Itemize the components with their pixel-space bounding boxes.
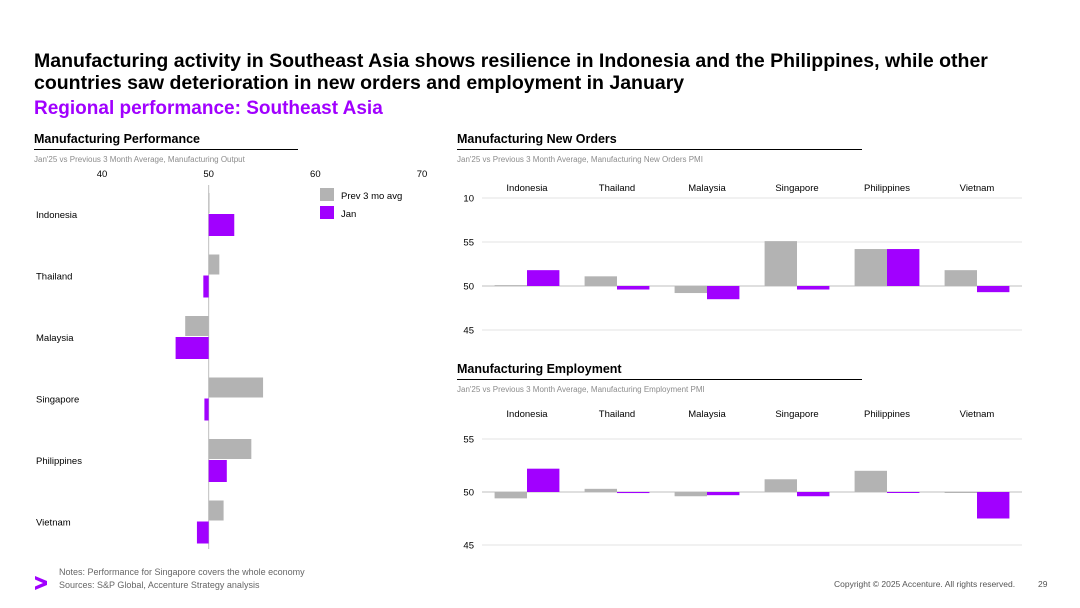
category-label: Indonesia: [506, 409, 548, 420]
bar-jan-philippines: [208, 460, 227, 482]
x-tick-label: 60: [310, 169, 321, 180]
bar-prev-philippines: [208, 439, 252, 459]
bar-jan-singapore: [204, 398, 209, 421]
bar-jan-philippines: [887, 492, 920, 493]
bar-prev-malaysia: [185, 316, 209, 336]
bar-jan-philippines: [887, 249, 920, 286]
bar-prev-thailand: [584, 276, 617, 286]
category-label: Singapore: [775, 409, 818, 420]
y-tick-label: 55: [463, 435, 474, 446]
x-tick-label: 40: [97, 169, 108, 180]
category-label: Malaysia: [36, 333, 74, 344]
bar-jan-singapore: [797, 492, 830, 497]
bar-prev-singapore: [764, 479, 797, 492]
category-label: Indonesia: [36, 210, 78, 221]
accenture-logo-icon: [35, 576, 47, 590]
y-tick-label: 45: [463, 326, 474, 337]
x-tick-label: 50: [203, 169, 214, 180]
bar-prev-indonesia: [208, 193, 210, 213]
bar-jan-vietnam: [977, 492, 1010, 519]
bar-jan-thailand: [203, 275, 209, 298]
bar-jan-indonesia: [527, 468, 560, 492]
bar-prev-thailand: [208, 254, 220, 275]
employment-chart-title: Manufacturing Employment: [457, 362, 622, 376]
page-title: Manufacturing activity in Southeast Asia…: [34, 50, 988, 94]
bar-jan-malaysia: [707, 286, 740, 300]
bar-prev-thailand: [584, 488, 617, 492]
bar-prev-philippines: [854, 470, 887, 492]
bar-jan-thailand: [617, 286, 650, 290]
legend-label-prev: Prev 3 mo avg: [341, 191, 402, 202]
performance-chart-subtitle: Jan'25 vs Previous 3 Month Average, Manu…: [34, 155, 245, 164]
bar-prev-singapore: [764, 241, 797, 286]
category-label: Philippines: [864, 183, 910, 194]
bar-prev-indonesia: [494, 492, 527, 499]
bar-prev-malaysia: [674, 286, 707, 294]
y-tick-label: 55: [463, 238, 474, 249]
y-tick-label: 50: [463, 282, 474, 293]
category-label: Philippines: [36, 456, 82, 467]
bar-prev-indonesia: [494, 285, 527, 287]
new-orders-chart-title: Manufacturing New Orders: [457, 132, 617, 146]
sources-line: Sources: S&P Global, Accenture Strategy …: [59, 580, 260, 590]
bar-prev-singapore: [208, 377, 264, 398]
bar-jan-singapore: [797, 286, 830, 290]
page-subtitle: Regional performance: Southeast Asia: [34, 98, 383, 119]
bar-jan-thailand: [617, 492, 650, 494]
category-label: Vietnam: [960, 409, 995, 420]
bar-jan-malaysia: [175, 337, 209, 359]
new-orders-chart-subtitle: Jan'25 vs Previous 3 Month Average, Manu…: [457, 155, 703, 164]
legend-label-jan: Jan: [341, 209, 356, 220]
y-tick-label: 45: [463, 541, 474, 552]
employment-chart-subtitle: Jan'25 vs Previous 3 Month Average, Manu…: [457, 385, 705, 394]
category-label: Singapore: [775, 183, 818, 194]
x-tick-label: 70: [417, 169, 428, 180]
category-label: Indonesia: [506, 183, 548, 194]
category-label: Vietnam: [36, 518, 71, 529]
performance-title-rule: [34, 149, 298, 150]
category-label: Philippines: [864, 409, 910, 420]
copyright: Copyright © 2025 Accenture. All rights r…: [834, 579, 1016, 589]
notes-line: Notes: Performance for Singapore covers …: [59, 567, 305, 577]
y-tick-label-top: 10: [463, 194, 474, 205]
page-number: 29: [1038, 579, 1048, 589]
bar-prev-vietnam: [208, 500, 224, 521]
notes: Notes: Performance for Singapore covers …: [59, 566, 305, 592]
legend-swatch-jan: [320, 206, 334, 219]
y-tick-label: 50: [463, 488, 474, 499]
category-label: Malaysia: [688, 183, 726, 194]
legend-swatch-prev: [320, 188, 334, 201]
new-orders-title-rule: [457, 149, 862, 150]
performance-chart-title: Manufacturing Performance: [34, 132, 201, 146]
category-label: Malaysia: [688, 409, 726, 420]
bar-jan-indonesia: [208, 214, 235, 236]
category-label: Singapore: [36, 395, 79, 406]
category-label: Thailand: [36, 272, 72, 283]
bar-jan-indonesia: [527, 270, 560, 286]
category-label: Thailand: [599, 409, 635, 420]
bar-prev-philippines: [854, 249, 887, 286]
bar-jan-vietnam: [196, 521, 209, 544]
employment-title-rule: [457, 379, 862, 380]
bar-jan-vietnam: [977, 286, 1010, 293]
category-label: Vietnam: [960, 183, 995, 194]
bar-prev-vietnam: [944, 270, 977, 286]
bar-prev-malaysia: [674, 492, 707, 497]
bar-prev-vietnam: [944, 492, 977, 493]
bar-jan-malaysia: [707, 492, 740, 496]
category-label: Thailand: [599, 183, 635, 194]
